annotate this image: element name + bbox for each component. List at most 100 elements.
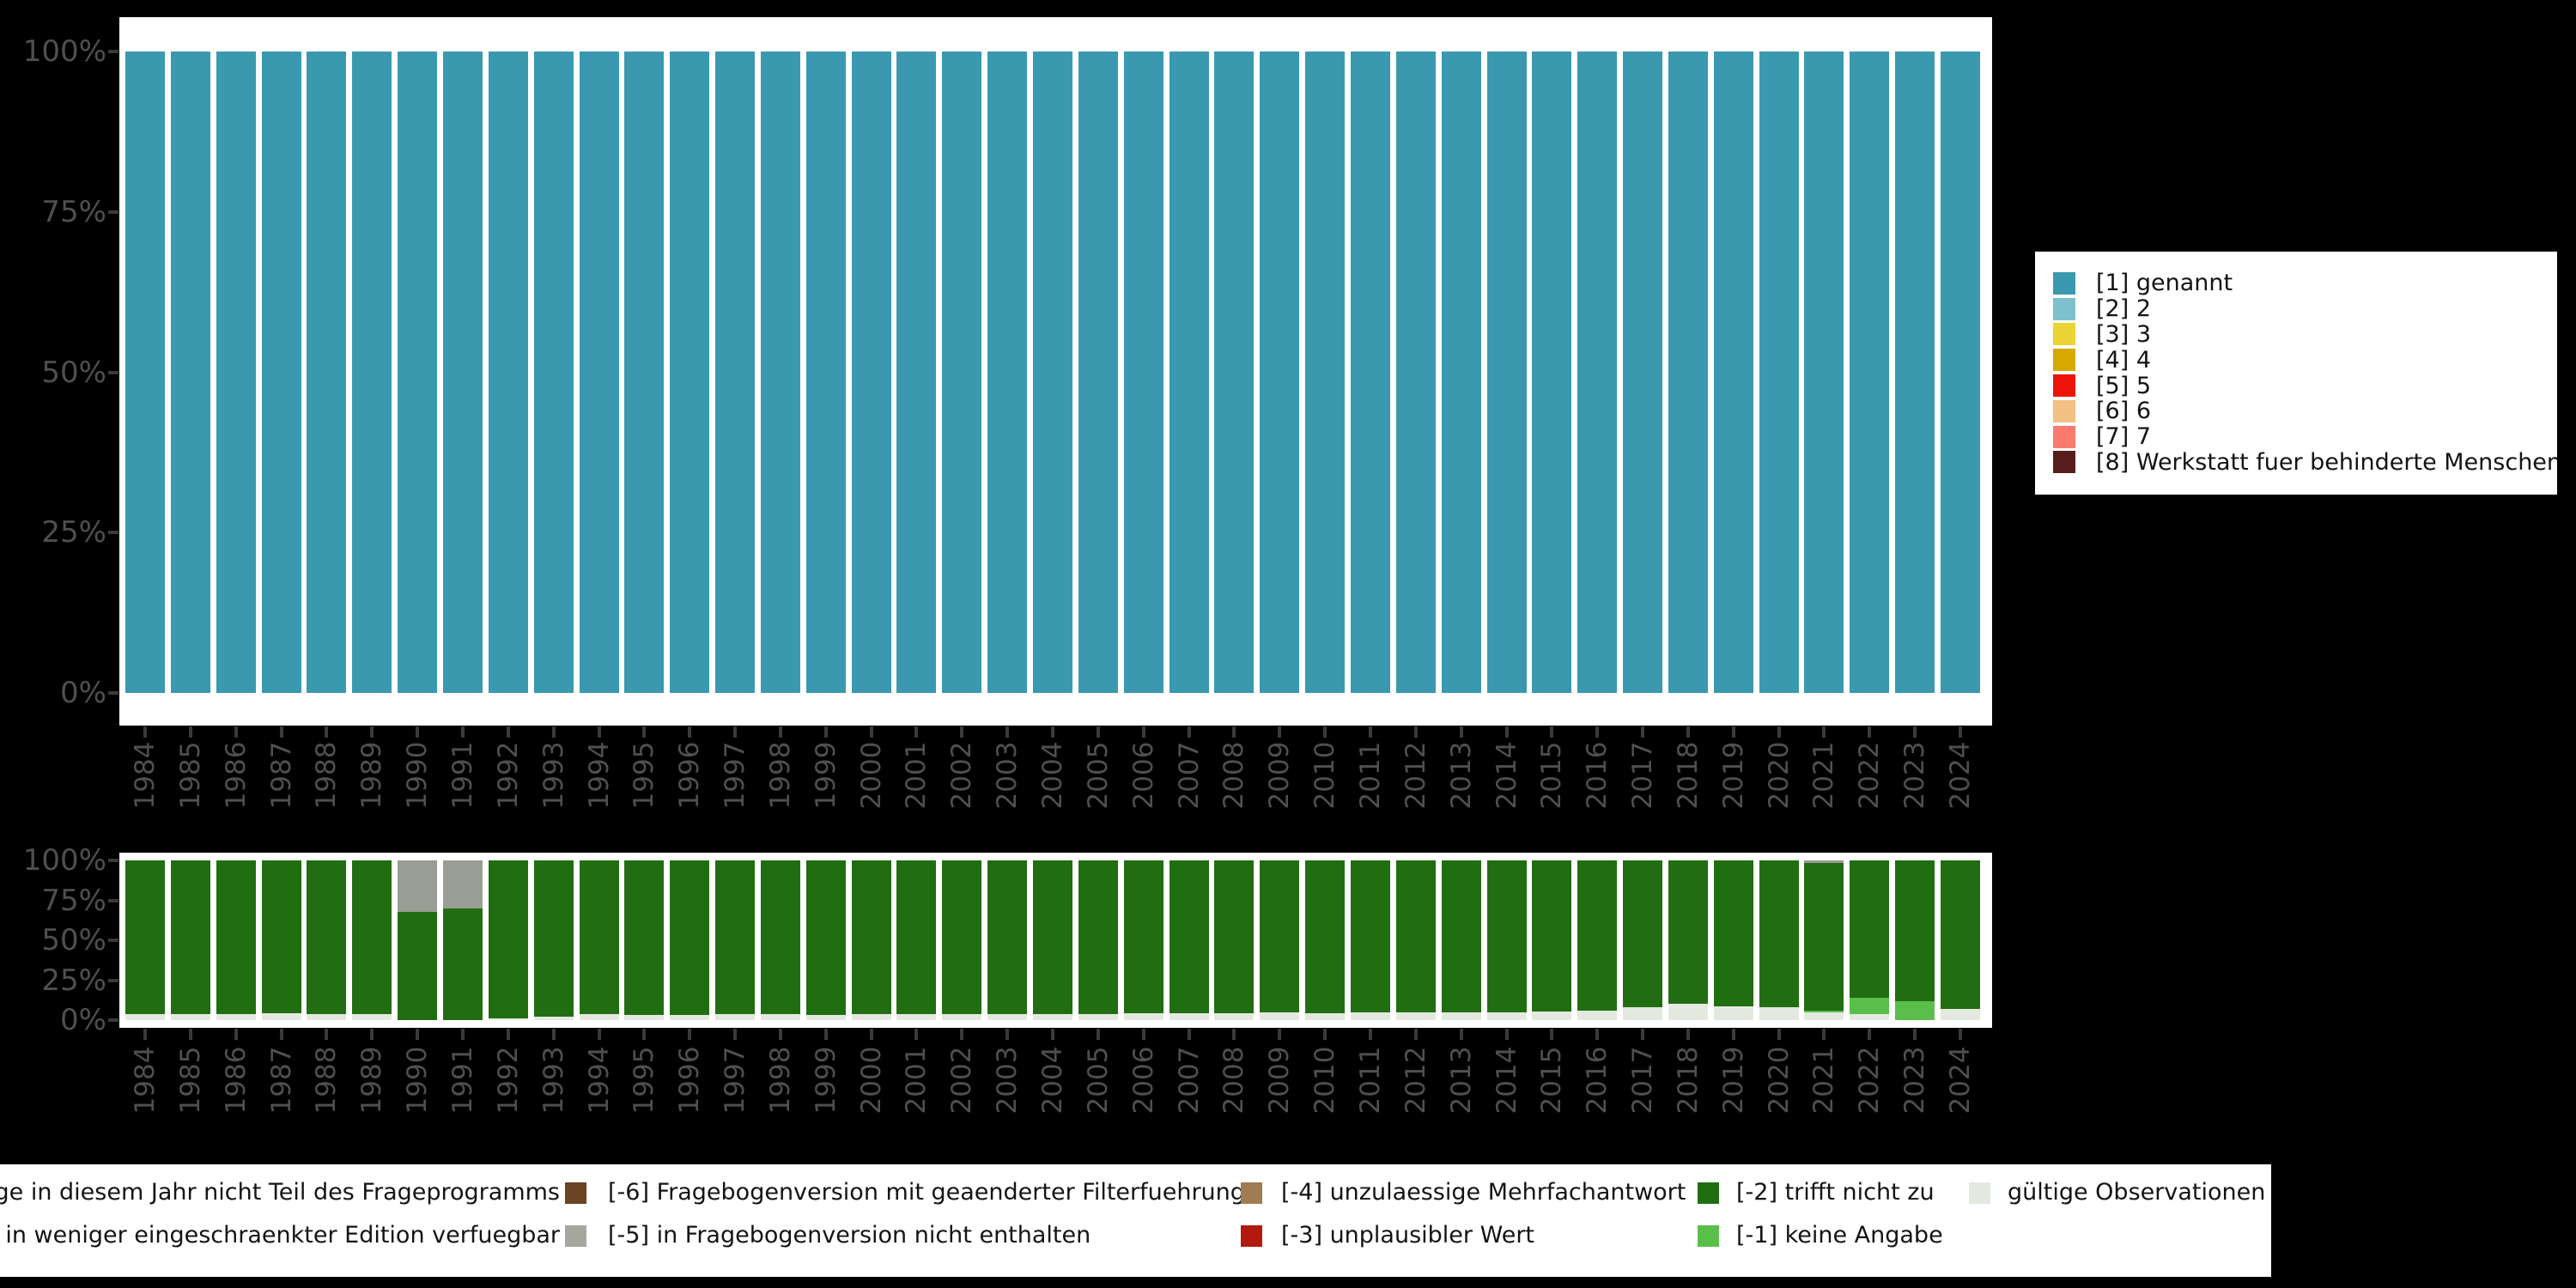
legend-swatch: [2053, 349, 2075, 372]
x-tick-2021: [1822, 726, 1826, 738]
bar-segment-2019: [1713, 52, 1753, 693]
x-tick-1985: [188, 1029, 192, 1040]
x-tick-1998: [778, 1029, 782, 1040]
x-tick-2012: [1413, 1029, 1418, 1040]
x-tick-label-2021: 2021: [1808, 741, 1840, 810]
x-tick-2011: [1368, 726, 1372, 738]
bar-segment-1989: [352, 860, 392, 1015]
bar-segment-1987: [261, 860, 301, 1013]
x-tick-label-1985: 1985: [174, 741, 206, 810]
bar-segment-2002: [942, 860, 982, 1014]
x-tick-label-2006: 2006: [1127, 741, 1159, 810]
bar-segment-2021: [1804, 862, 1844, 1011]
x-tick-label-1990: 1990: [402, 741, 434, 810]
bar-segment-2024: [1941, 52, 1980, 693]
y-tick: [108, 1018, 118, 1022]
legend-item: [6] 6: [2053, 398, 2151, 424]
x-tick-2001: [914, 1029, 919, 1040]
bar-segment-1988: [307, 52, 347, 693]
x-tick-label-1994: 1994: [583, 741, 615, 810]
x-tick-label-1989: 1989: [356, 741, 388, 810]
x-tick-label-1997: 1997: [720, 1046, 751, 1115]
legend-item-label: [5] 5: [2096, 372, 2152, 399]
x-tick-2001: [914, 726, 919, 738]
bar-segment-2004: [1033, 860, 1072, 1014]
x-tick-1987: [279, 1029, 283, 1040]
y-tick-label: 25%: [41, 963, 106, 998]
x-tick-label-2009: 2009: [1264, 1046, 1296, 1115]
x-tick-1997: [733, 1029, 738, 1040]
bar-segment-2009: [1260, 860, 1300, 1012]
x-tick-label-1991: 1991: [447, 1046, 478, 1115]
bar-segment-1992: [488, 860, 528, 1019]
legend-item-label: [-5] in Fragebogenversion nicht enthalte…: [608, 1222, 1091, 1249]
x-tick-2013: [1459, 1029, 1463, 1040]
x-tick-2004: [1051, 726, 1054, 738]
bar-segment-2006: [1123, 1012, 1163, 1020]
bar-segment-1988: [307, 1013, 347, 1020]
bar-segment-1996: [670, 1015, 710, 1020]
x-tick-label-2007: 2007: [1173, 1046, 1205, 1115]
bar-segment-1991: [442, 908, 483, 1020]
x-tick-label-2020: 2020: [1763, 1046, 1795, 1115]
x-tick-label-1997: 1997: [720, 741, 751, 810]
x-tick-2021: [1822, 1029, 1826, 1040]
x-tick-label-2000: 2000: [855, 1046, 887, 1115]
bar-segment-1997: [715, 52, 756, 693]
x-tick-label-2000: 2000: [855, 741, 887, 810]
bar-segment-1990: [398, 911, 438, 1020]
legend-item: [4] 4: [2053, 347, 2151, 374]
bar-segment-2012: [1395, 1012, 1436, 1020]
x-tick-1992: [506, 1029, 510, 1040]
legend-item-label: [-1] keine Angabe: [1736, 1222, 1943, 1249]
bar-segment-2015: [1532, 860, 1572, 1012]
x-tick-label-1998: 1998: [764, 741, 796, 810]
x-tick-1984: [143, 726, 147, 738]
x-tick-label-2016: 2016: [1582, 1046, 1613, 1115]
x-tick-label-1992: 1992: [492, 1046, 524, 1115]
x-tick-label-1984: 1984: [130, 741, 161, 810]
x-tick-2019: [1731, 726, 1735, 738]
bar-segment-1990: [398, 860, 438, 912]
x-tick-2015: [1550, 1029, 1554, 1040]
bar-segment-1987: [261, 1012, 301, 1020]
bar-segment-2018: [1668, 860, 1708, 1005]
bar-segment-2021: [1804, 52, 1844, 693]
legend-swatch: [1698, 1182, 1719, 1204]
x-tick-label-2011: 2011: [1354, 1046, 1386, 1115]
legend-swatch: [1698, 1224, 1719, 1247]
x-tick-2006: [1141, 1029, 1145, 1040]
y-tick: [108, 898, 118, 902]
x-tick-2002: [960, 726, 964, 738]
x-tick-label-2003: 2003: [992, 741, 1024, 810]
bar-segment-2001: [896, 860, 937, 1015]
bar-segment-2011: [1350, 52, 1390, 693]
bar-segment-2000: [851, 860, 891, 1015]
bar-segment-2005: [1078, 860, 1118, 1014]
bar-segment-2007: [1169, 52, 1209, 693]
y-tick: [108, 978, 118, 982]
bar-segment-2014: [1486, 52, 1527, 693]
x-tick-2023: [1913, 1029, 1917, 1040]
x-tick-label-1996: 1996: [674, 741, 706, 810]
bar-segment-2017: [1623, 860, 1663, 1008]
legend-swatch: [2053, 297, 2075, 320]
bar-segment-2024: [1941, 860, 1980, 1009]
legend-missing-values: [-8] Frage in diesem Jahr nicht Teil des…: [0, 1164, 2271, 1277]
x-tick-1990: [416, 1029, 420, 1040]
bar-segment-1994: [579, 52, 619, 693]
legend-swatch: [2053, 451, 2075, 474]
bar-segment-1995: [624, 1015, 665, 1020]
x-tick-label-1996: 1996: [674, 1046, 706, 1115]
bar-segment-1998: [760, 52, 800, 693]
bar-segment-2018: [1668, 52, 1708, 693]
legend-swatch: [2053, 425, 2075, 448]
x-tick-1996: [688, 1029, 692, 1040]
x-tick-2010: [1323, 1029, 1327, 1040]
x-tick-label-2020: 2020: [1763, 741, 1795, 810]
bar-segment-2016: [1577, 1010, 1618, 1020]
x-tick-label-1994: 1994: [583, 1046, 615, 1115]
x-tick-label-2007: 2007: [1173, 741, 1205, 810]
x-tick-label-2002: 2002: [946, 741, 978, 810]
x-tick-label-2008: 2008: [1218, 1046, 1250, 1115]
